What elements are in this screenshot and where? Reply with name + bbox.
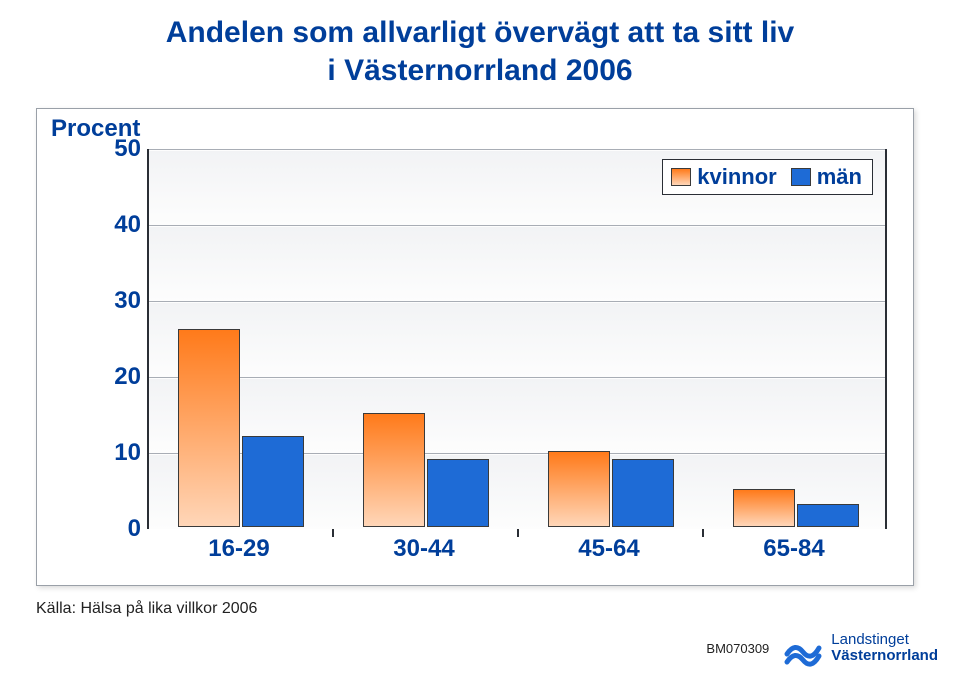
logo-text: Landstinget Västernorrland [831, 632, 938, 664]
legend-item: kvinnor [671, 164, 776, 190]
plot-inner: kvinnor män [147, 149, 887, 529]
legend-label: män [817, 164, 862, 190]
title-line1: Andelen som allvarligt övervägt att ta s… [0, 14, 960, 52]
logo: Landstinget Västernorrland [783, 628, 938, 668]
logo-line1: Landstinget [831, 632, 938, 648]
page: Andelen som allvarligt övervägt att ta s… [0, 0, 960, 682]
xtick-label: 45-64 [549, 535, 669, 563]
bar-kvinnor [363, 413, 425, 527]
bar-man [612, 459, 674, 527]
bar-kvinnor [178, 329, 240, 527]
plot-area: 50 40 30 20 10 0 [117, 149, 887, 529]
bar-kvinnor [548, 451, 610, 527]
ytick-label: 30 [95, 287, 141, 315]
chart-card: Procent OBS! Skala 50 40 30 20 10 0 [36, 108, 914, 586]
gridline [149, 301, 885, 302]
legend-swatch-man [791, 168, 811, 186]
xtick-label: 16-29 [179, 535, 299, 563]
xtick-label: 30-44 [364, 535, 484, 563]
gridline [149, 149, 885, 150]
bar-man [427, 459, 489, 527]
source-text: Källa: Hälsa på lika villkor 2006 [36, 600, 257, 618]
xtick-label: 65-84 [734, 535, 854, 563]
legend: kvinnor män [662, 159, 873, 195]
ytick-label: 50 [95, 135, 141, 163]
logo-icon [783, 628, 823, 668]
xtick-mark [702, 529, 704, 537]
grid-shade [149, 227, 885, 301]
bar-kvinnor [733, 489, 795, 527]
bar-man [242, 436, 304, 527]
grid-shade [149, 303, 885, 377]
ytick-label: 20 [95, 363, 141, 391]
legend-label: kvinnor [697, 164, 776, 190]
page-title: Andelen som allvarligt övervägt att ta s… [0, 0, 960, 89]
legend-swatch-kvinnor [671, 168, 691, 186]
title-line2: i Västernorrland 2006 [0, 52, 960, 90]
ytick-label: 0 [95, 515, 141, 543]
ytick-label: 40 [95, 211, 141, 239]
footer: BM070309 Landstinget Västernorrland [706, 628, 938, 668]
gridline [149, 377, 885, 378]
bar-man [797, 504, 859, 527]
legend-item: män [791, 164, 862, 190]
gridline [149, 225, 885, 226]
reference-code: BM070309 [706, 641, 769, 656]
xtick-mark [517, 529, 519, 537]
ytick-label: 10 [95, 439, 141, 467]
logo-line2: Västernorrland [831, 647, 938, 664]
xtick-mark [332, 529, 334, 537]
